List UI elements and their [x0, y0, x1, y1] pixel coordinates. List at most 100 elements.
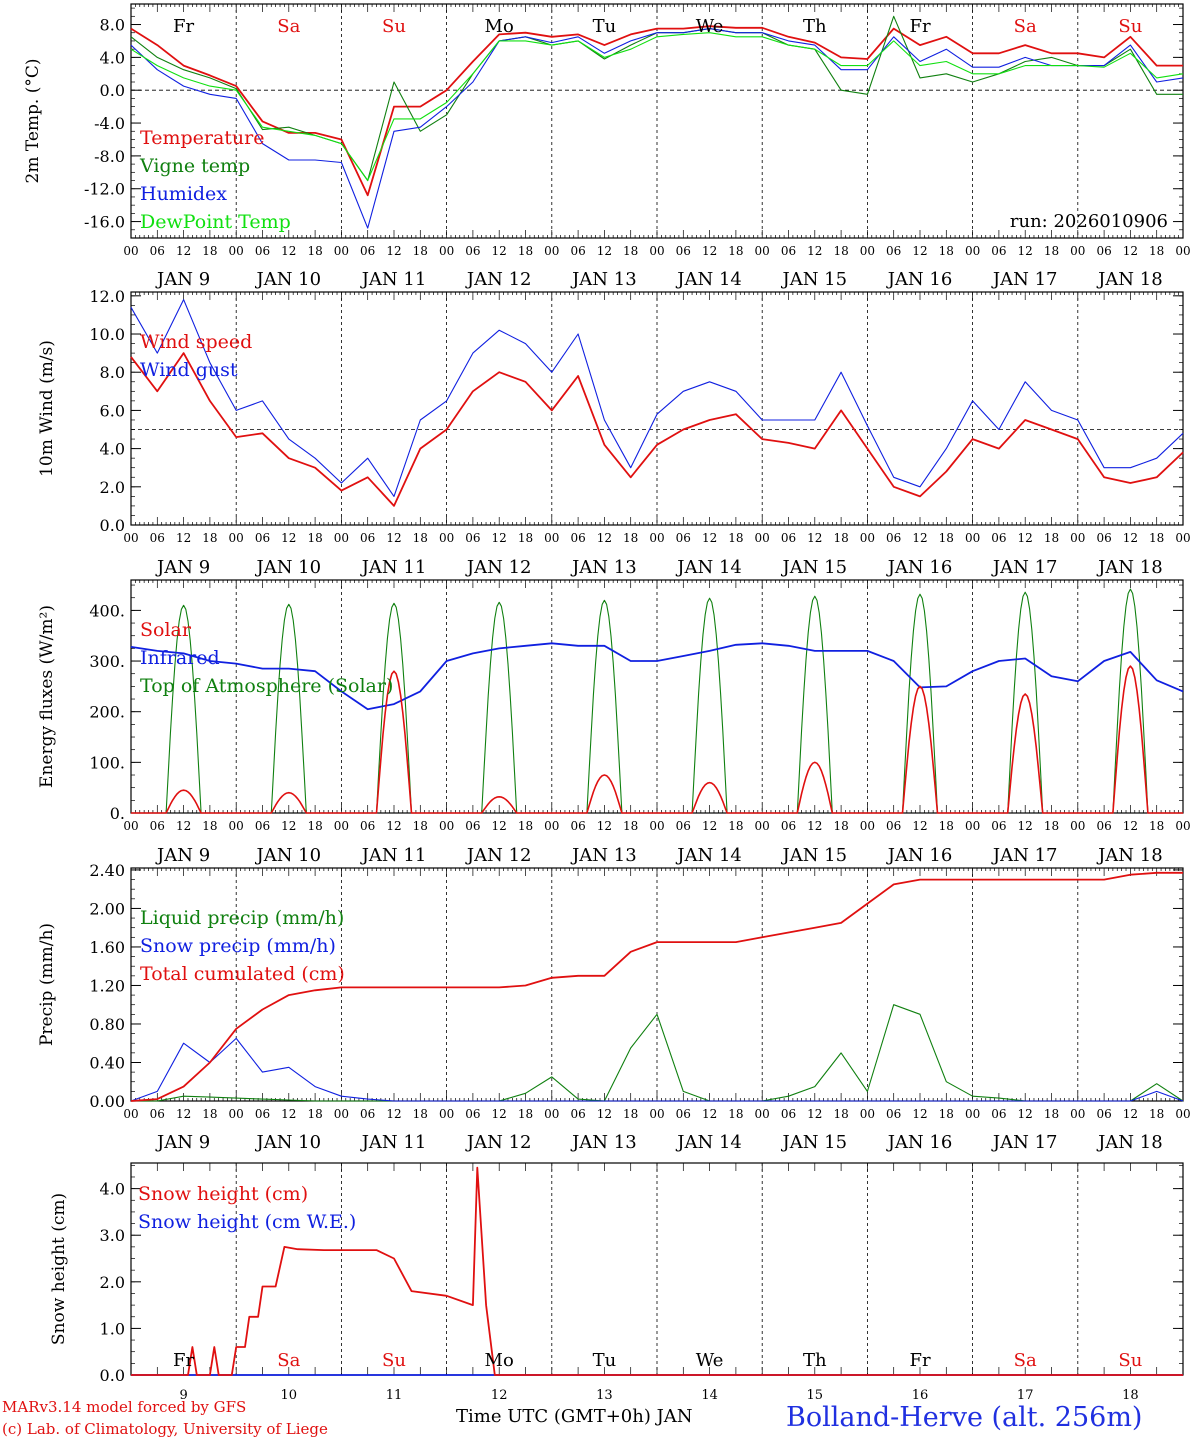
- hour-label: 00: [1070, 819, 1085, 833]
- y-tick-label: 8.0: [100, 16, 125, 35]
- y-tick-label: 100.: [89, 753, 125, 772]
- y-tick-label: 300.: [89, 652, 125, 671]
- hour-label: 18: [939, 1107, 954, 1121]
- y-tick-label: 6.0: [100, 401, 125, 420]
- hour-label: 00: [965, 1107, 980, 1121]
- hour-label: 18: [518, 531, 533, 545]
- hour-label: 06: [360, 531, 375, 545]
- day-name: Su: [1118, 1350, 1142, 1371]
- day-name: Th: [803, 1350, 827, 1371]
- hour-label: 12: [386, 244, 401, 258]
- hour-label: 06: [360, 244, 375, 258]
- hour-label: 18: [1149, 531, 1164, 545]
- legend-entry: Top of Atmosphere (Solar): [140, 675, 393, 697]
- legend-entry: DewPoint Temp: [140, 211, 291, 233]
- y-tick-label: 12.0: [89, 287, 125, 306]
- day-number-label: 14: [701, 1388, 718, 1403]
- date-label: JAN 17: [991, 557, 1058, 578]
- y-tick-label: 0.40: [89, 1053, 125, 1072]
- day-name: Su: [382, 16, 406, 37]
- hour-label: 18: [833, 531, 848, 545]
- y-tick-label: 0.: [110, 804, 125, 823]
- hour-label: 00: [544, 1107, 559, 1121]
- hour-label: 06: [886, 244, 901, 258]
- legend-entry: Wind speed: [140, 331, 252, 353]
- day-name: Sa: [277, 16, 300, 37]
- station-name: Bolland-Herve (alt. 256m): [786, 1402, 1143, 1433]
- hour-label: 12: [492, 244, 507, 258]
- date-label: JAN 11: [360, 1132, 427, 1153]
- lab-credit: (c) Lab. of Climatology, University of L…: [2, 1420, 328, 1438]
- hour-label: 00: [649, 1107, 664, 1121]
- hour-label: 06: [570, 244, 585, 258]
- hour-label: 06: [781, 819, 796, 833]
- hour-label: 18: [623, 244, 638, 258]
- hour-label: 06: [255, 244, 270, 258]
- hour-label: 00: [755, 531, 770, 545]
- date-label: JAN 16: [886, 1132, 953, 1153]
- hour-label: 06: [991, 1107, 1006, 1121]
- day-name: Fr: [173, 1350, 194, 1371]
- date-label: JAN 11: [360, 845, 427, 866]
- hour-label: 06: [255, 531, 270, 545]
- y-axis-label: 2m Temp. (°C): [23, 58, 43, 183]
- y-tick-label: 1.0: [100, 1319, 125, 1338]
- hour-label: 12: [912, 819, 927, 833]
- y-tick-label: 2.0: [100, 1273, 125, 1292]
- hour-label: 06: [360, 1107, 375, 1121]
- hour-label: 00: [544, 244, 559, 258]
- hour-label: 06: [150, 244, 165, 258]
- hour-label: 00: [439, 819, 454, 833]
- hour-label: 06: [360, 819, 375, 833]
- hour-label: 06: [465, 1107, 480, 1121]
- hour-label: 00: [965, 531, 980, 545]
- hour-label: 06: [1096, 244, 1111, 258]
- date-label: JAN 18: [1096, 845, 1163, 866]
- day-name: Tu: [593, 16, 617, 37]
- hour-label: 18: [1044, 244, 1059, 258]
- hour-label: 00: [123, 819, 138, 833]
- hour-label: 00: [544, 531, 559, 545]
- hour-label: 00: [755, 244, 770, 258]
- date-label: JAN 18: [1096, 1132, 1163, 1153]
- model-credit: MARv3.14 model forced by GFS: [2, 1398, 247, 1416]
- date-label: JAN 14: [675, 269, 742, 290]
- date-label: JAN 15: [781, 269, 848, 290]
- y-tick-label: -8.0: [94, 147, 125, 166]
- y-tick-label: 8.0: [100, 363, 125, 382]
- hour-label: 06: [570, 531, 585, 545]
- hour-label: 12: [597, 1107, 612, 1121]
- y-tick-label: -16.0: [84, 213, 125, 232]
- day-name: Mo: [485, 1350, 514, 1371]
- legend-entry: Humidex: [140, 183, 227, 205]
- hour-label: 18: [833, 244, 848, 258]
- date-label: JAN 17: [991, 269, 1058, 290]
- date-label: JAN 17: [991, 845, 1058, 866]
- day-name: Fr: [173, 16, 194, 37]
- day-name: Fr: [909, 1350, 930, 1371]
- day-number-label: 18: [1122, 1388, 1139, 1403]
- legend-entry: Snow height (cm): [138, 1183, 308, 1205]
- hour-label: 06: [886, 531, 901, 545]
- hour-label: 06: [886, 819, 901, 833]
- hour-label: 06: [465, 244, 480, 258]
- hour-label: 06: [991, 819, 1006, 833]
- hour-label: 06: [676, 1107, 691, 1121]
- hour-label: 12: [807, 1107, 822, 1121]
- hour-label: 00: [860, 1107, 875, 1121]
- hour-label: 12: [1018, 531, 1033, 545]
- legend-entry: Total cumulated (cm): [140, 963, 345, 985]
- date-label: JAN 9: [155, 269, 210, 290]
- day-name: Su: [1118, 16, 1142, 37]
- hour-label: 00: [334, 819, 349, 833]
- legend-entry: Infrared: [140, 647, 220, 669]
- y-tick-label: 4.0: [100, 1180, 125, 1199]
- day-number-label: 17: [1017, 1388, 1034, 1403]
- hour-label: 18: [1044, 819, 1059, 833]
- hour-label: 18: [728, 819, 743, 833]
- hour-label: 00: [1175, 244, 1190, 258]
- day-name: We: [696, 1350, 724, 1371]
- date-label: JAN 10: [255, 557, 322, 578]
- hour-label: 00: [123, 244, 138, 258]
- y-tick-label: 2.0: [100, 478, 125, 497]
